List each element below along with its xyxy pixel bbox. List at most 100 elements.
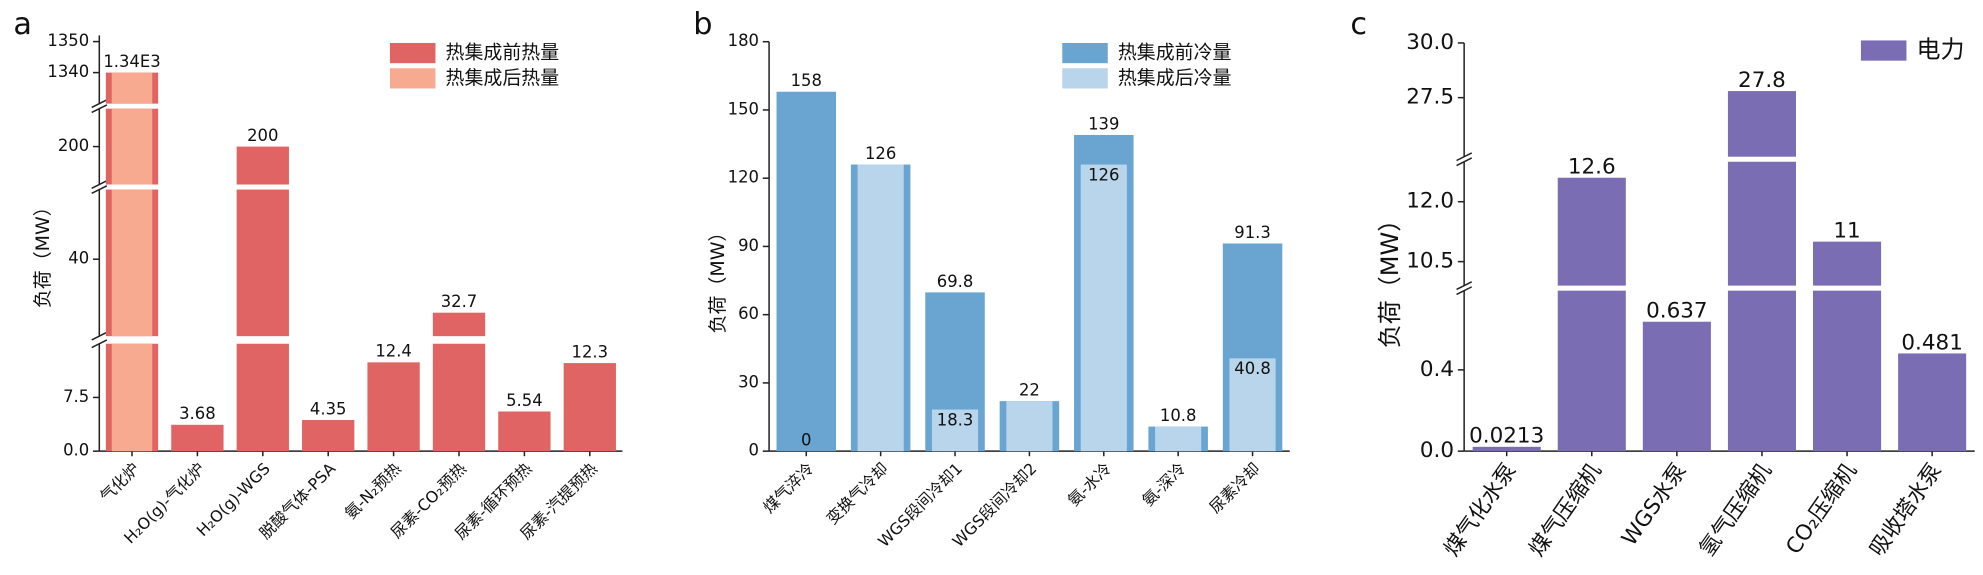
bar [1006,401,1053,452]
y-tick-label: 1340 [47,62,89,81]
data-label: 0.481 [1901,330,1962,355]
x-tick-label: 煤气化水泵 [1440,459,1522,561]
data-label: 0.0213 [1469,424,1544,449]
panel-label: b [693,7,712,42]
panel-label: a [13,7,32,42]
y-tick-label: 12.0 [1406,189,1454,214]
y-tick-label: 200 [58,136,89,155]
y-tick-label: 90 [738,236,759,255]
bar-part [563,363,616,452]
bar-part [931,409,979,452]
bar-part [236,189,289,337]
bar [931,409,979,452]
y-tick-label: 40 [68,249,89,268]
axis-break [1456,157,1473,167]
data-label: 32.7 [441,292,478,311]
bar-part [111,108,153,185]
data-label: 158 [791,71,822,90]
bar [857,164,904,452]
bar [1080,164,1127,452]
bar-part [432,312,486,337]
bar-part [1813,241,1882,286]
bar-part [1472,446,1541,452]
data-label: 12.3 [572,342,609,361]
bar [1642,321,1711,452]
legend-label: 热集成后冷量 [1118,67,1232,89]
data-label: 91.3 [1234,223,1271,242]
x-tick-label: WGS水泵 [1617,459,1692,551]
legend-label: 热集成前冷量 [1118,42,1232,64]
data-label: 22 [1019,381,1040,400]
bar-part [1229,358,1276,452]
bar-part [1557,177,1626,286]
bar [776,91,837,452]
bar-part [1727,290,1796,452]
bar-part [111,343,153,452]
bar [1813,241,1882,452]
data-label: 5.54 [506,391,543,410]
y-tick-label: 0 [749,441,759,460]
x-tick-label: 煤气压缩机 [1525,458,1607,561]
legend-swatch [389,42,436,64]
bar-part [1898,353,1967,452]
bar [563,363,616,452]
axis-break [91,99,108,109]
data-label: 4.35 [310,399,347,418]
legend-label: 电力 [1917,36,1965,64]
x-tick-label: 气化炉 [96,459,143,506]
data-label: 126 [1088,165,1119,184]
bar [432,312,486,452]
bar-part [1642,321,1711,452]
axis-break [91,339,108,349]
bar [1472,446,1541,452]
bar [367,362,420,452]
x-tick-label: 尿素冷却 [1206,459,1264,517]
y-tick-label: 30.0 [1406,30,1454,55]
bar-part [1006,401,1053,452]
bar-part [111,189,153,337]
axis-break [1456,152,1473,162]
panel: a负荷（MW）0.07.54020013401350气化炉H₂O(g)-气化炉H… [13,7,623,547]
data-label: 27.8 [1738,68,1786,93]
bar-part [111,72,153,104]
bar [1557,177,1626,452]
x-tick-label: 氢气压缩机 [1695,458,1777,561]
bar [1229,358,1276,452]
data-label: 10.8 [1160,406,1197,425]
bar-part [1155,426,1202,452]
y-tick-label: 120 [728,168,759,187]
y-tick-label: 180 [728,31,759,50]
bar-part [776,91,837,452]
bar [236,146,289,452]
data-label: 40.8 [1234,359,1271,378]
data-label: 200 [247,126,278,145]
bar-part [1080,164,1127,452]
bar-part [171,424,224,452]
bar-part [498,411,551,452]
axis-break [91,104,108,114]
y-tick-label: 150 [728,99,759,118]
x-tick-label: CO₂压缩机 [1781,458,1862,559]
x-tick-label: 氨-水冷 [1064,459,1115,510]
y-tick-label: 27.5 [1406,85,1454,110]
bar-part [1557,290,1626,452]
bar [498,411,551,452]
bar [171,424,224,452]
data-label: 12.4 [375,342,412,361]
data-label: 0.637 [1646,299,1707,324]
bar [302,420,355,452]
bar-part [302,420,355,452]
data-label: 1.34E3 [103,52,160,71]
x-tick-label: 吸收塔水泵 [1865,459,1947,561]
y-axis-label: 负荷（MW） [707,223,729,334]
data-label: 18.3 [937,410,974,429]
data-label: 0 [801,431,811,450]
data-label: 11 [1833,219,1860,244]
y-tick-label: 1350 [47,31,89,50]
axis-break [91,180,108,189]
x-tick-label: 氨-N₂预热 [341,459,405,523]
y-axis-label: 负荷（MW） [1376,208,1404,348]
axis-break [1456,286,1473,296]
data-label: 3.68 [179,404,216,423]
